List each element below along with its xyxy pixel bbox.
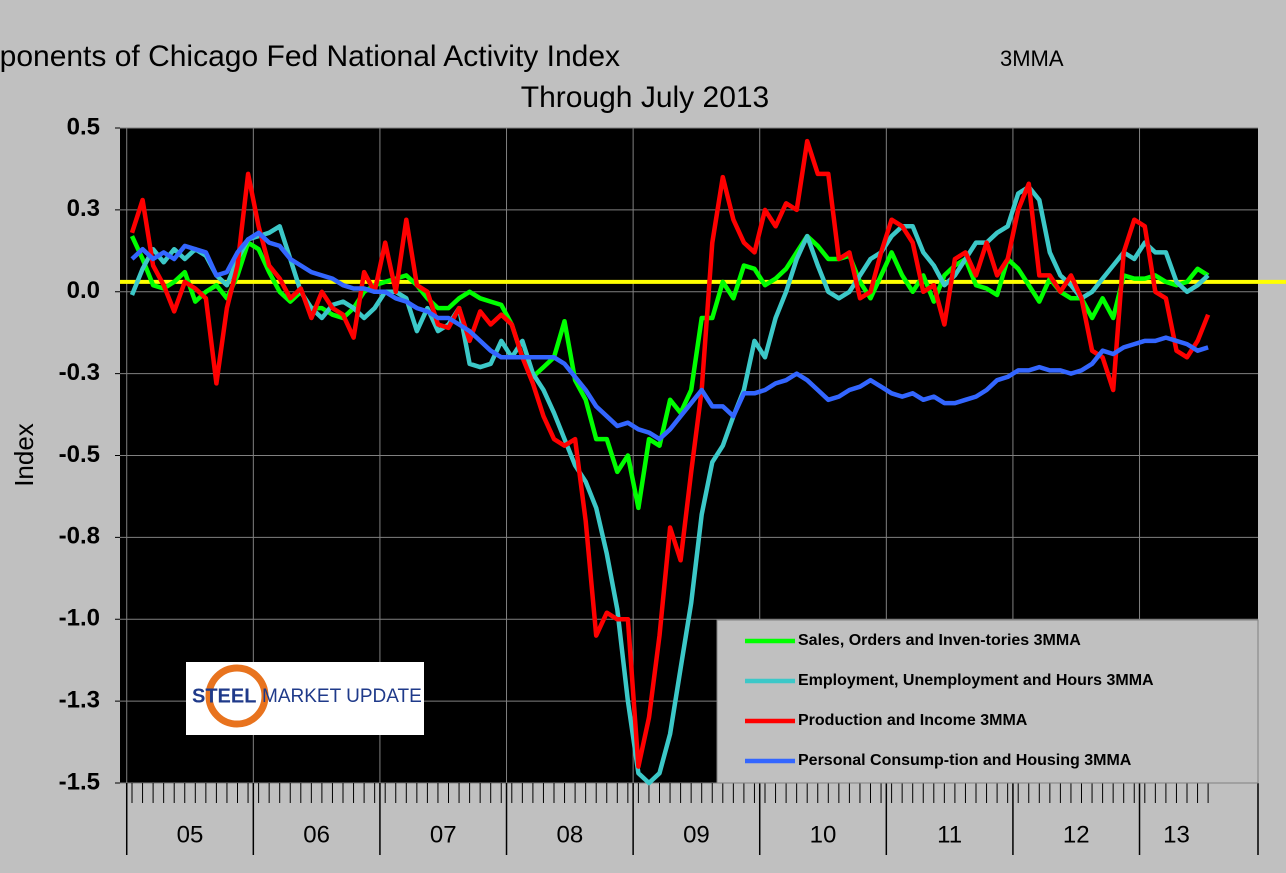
series-line xyxy=(129,138,1211,769)
y-axis-label: Index xyxy=(9,423,39,487)
y-tick-label: 0.3 xyxy=(67,195,100,222)
logo-bold: STEEL xyxy=(192,685,256,707)
chart-title: Components of Chicago Fed National Activ… xyxy=(0,40,620,73)
chart-subtitle: Through July 2013 xyxy=(521,81,770,114)
y-tick-label: -1.5 xyxy=(59,768,100,795)
legend-label: Sales, Orders and Inven-tories 3MMA xyxy=(798,632,1081,649)
x-tick-label: 13 xyxy=(1163,821,1190,848)
legend-label: Personal Consump-tion and Housing 3MMA xyxy=(798,752,1132,769)
x-tick-label: 09 xyxy=(683,821,710,848)
y-tick-label: -0.5 xyxy=(59,441,100,468)
legend-box xyxy=(716,619,1259,784)
x-tick-label: 07 xyxy=(430,821,457,848)
series-line xyxy=(130,230,1209,442)
x-tick-label: 12 xyxy=(1063,821,1090,848)
y-tick-label: -1.0 xyxy=(59,605,100,632)
y-tick-label: -1.3 xyxy=(59,686,100,713)
x-tick-label: 10 xyxy=(810,821,837,848)
y-tick-label: -0.8 xyxy=(59,523,100,550)
y-tick-label: 0.0 xyxy=(67,277,100,304)
legend-label: Production and Income 3MMA xyxy=(798,712,1028,729)
y-tick-label: -0.3 xyxy=(59,359,100,386)
chart-title-suffix: 3MMA xyxy=(1000,46,1064,71)
legend-label: Employment, Unemployment and Hours 3MMA xyxy=(798,672,1154,689)
x-tick-label: 11 xyxy=(937,821,962,848)
x-tick-label: 08 xyxy=(556,821,583,848)
y-tick-label: 0.5 xyxy=(67,113,100,140)
logo-text: MARKET UPDATE xyxy=(262,686,422,707)
x-tick-label: 05 xyxy=(177,821,204,848)
x-tick-label: 06 xyxy=(303,821,330,848)
logo-ring xyxy=(205,664,269,728)
